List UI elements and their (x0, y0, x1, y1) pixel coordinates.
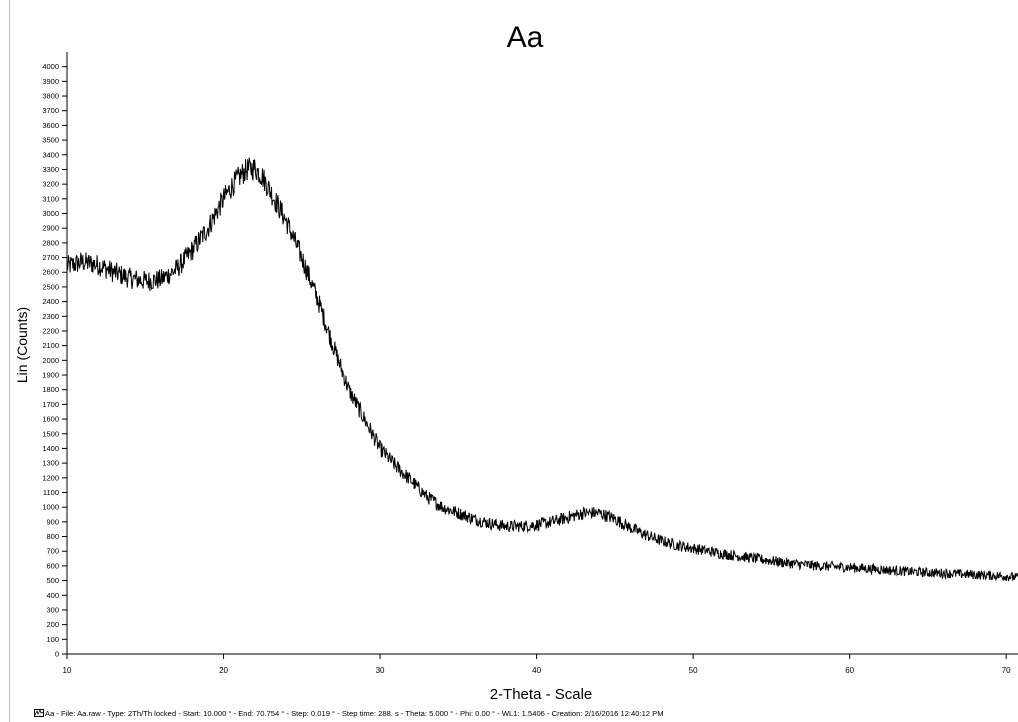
y-tick-label: 3500 (42, 136, 59, 145)
y-tick-label: 1800 (42, 385, 59, 394)
y-tick-label: 900 (46, 517, 59, 526)
y-tick-label: 100 (46, 635, 59, 644)
y-tick-label: 2100 (42, 341, 59, 350)
y-tick-label: 200 (46, 620, 59, 629)
x-axis-label: 2-Theta - Scale (490, 686, 593, 703)
y-tick-label: 3300 (42, 165, 59, 174)
y-tick-label: 500 (46, 576, 59, 585)
y-tick-label: 1600 (42, 415, 59, 424)
y-tick-label: 4000 (42, 62, 59, 71)
y-tick-label: 3100 (42, 194, 59, 203)
y-tick-label: 2900 (42, 224, 59, 233)
x-tick-label: 10 (63, 666, 72, 675)
y-tick-label: 3900 (42, 77, 59, 86)
scan-info-text: Aa - File: Aa.raw - Type: 2Th/Th locked … (45, 708, 664, 718)
y-tick-label: 1700 (42, 400, 59, 409)
y-tick-label: 2800 (42, 238, 59, 247)
y-tick-label: 1100 (43, 488, 59, 497)
y-tick-label: 2400 (42, 297, 59, 306)
y-tick-label: 1200 (42, 473, 59, 482)
y-tick-label: 2700 (42, 253, 59, 262)
y-tick-label: 2500 (42, 282, 59, 291)
y-tick-label: 1500 (42, 429, 59, 438)
x-tick-label: 20 (219, 666, 228, 675)
scan-info-footer: Aa - File: Aa.raw - Type: 2Th/Th locked … (34, 707, 664, 719)
x-tick-label: 40 (532, 666, 541, 675)
y-tick-label: 1000 (42, 503, 59, 512)
series-line (66, 157, 1018, 582)
x-tick-label: 70 (1002, 666, 1011, 675)
chart-title: Aa (507, 21, 544, 54)
y-tick-label: 1300 (42, 459, 59, 468)
y-tick-label: 2200 (42, 326, 59, 335)
x-tick-label: 60 (845, 666, 854, 675)
y-axis-label: Lin (Counts) (14, 307, 30, 383)
y-tick-label: 1400 (42, 444, 59, 453)
y-tick-label: 3200 (42, 180, 59, 189)
y-tick-label: 1900 (42, 371, 59, 380)
y-tick-label: 3400 (42, 150, 59, 159)
y-tick-label: 300 (46, 605, 59, 614)
pattern-swatch-icon (34, 709, 44, 717)
y-axis-ticks: 0 100 200 300 400 500 600 700 800 900 1000 1100 1200… (42, 62, 67, 659)
y-tick-label: 600 (46, 561, 59, 570)
y-tick-label: 0 (55, 650, 59, 659)
y-tick-label: 2600 (42, 268, 59, 277)
x-tick-label: 50 (689, 666, 698, 675)
x-tick-label: 30 (376, 666, 385, 675)
page-border-line (9, 0, 10, 722)
y-tick-label: 3700 (42, 106, 59, 115)
y-tick-label: 3600 (42, 121, 59, 130)
y-tick-label: 2000 (42, 356, 59, 365)
y-tick-label: 3800 (42, 92, 59, 101)
y-tick-label: 700 (46, 547, 59, 556)
y-tick-label: 400 (46, 591, 59, 600)
y-tick-label: 800 (46, 532, 59, 541)
y-tick-label: 3000 (42, 209, 59, 218)
y-tick-label: 2300 (42, 312, 59, 321)
x-axis-ticks: 10 20 30 40 50 60 70 (63, 654, 1011, 675)
